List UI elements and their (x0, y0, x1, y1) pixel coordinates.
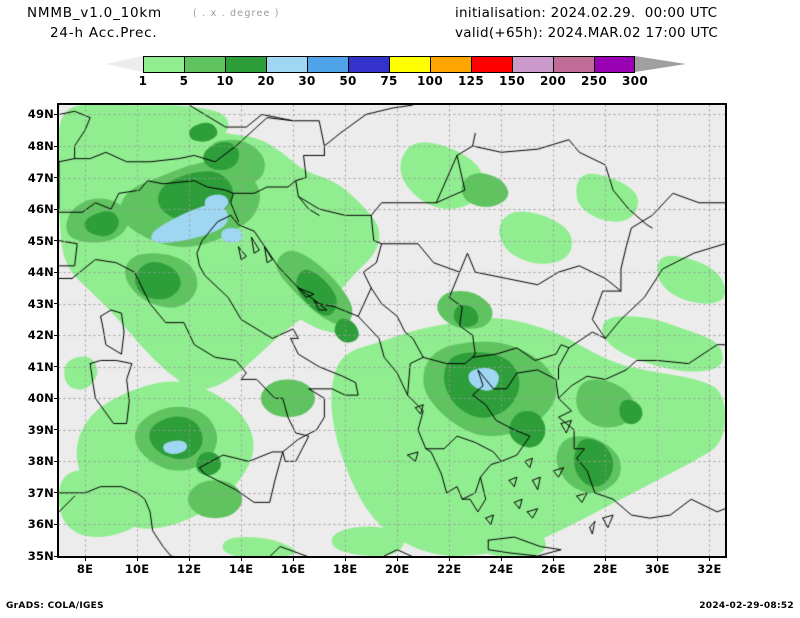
y-axis-tick-46N: 46N (27, 202, 54, 217)
colorbar-tick-1: 1 (138, 74, 148, 88)
y-axis-tickmark (54, 460, 59, 462)
colorbar-segment-6 (389, 56, 430, 73)
y-axis-tickmark (54, 208, 59, 210)
colorbar-segment-4 (307, 56, 348, 73)
colorbar-tick-10: 10 (216, 74, 234, 88)
y-axis-tick-42N: 42N (27, 328, 54, 343)
colorbar-tick-75: 75 (380, 74, 398, 88)
y-axis-tickmark (54, 113, 59, 115)
initialisation-label: initialisation: 2024.02.29. 00:00 UTC (455, 5, 718, 21)
x-axis-tickmark (500, 557, 502, 561)
x-axis-tickmark (344, 557, 346, 561)
y-axis-tick-40N: 40N (27, 391, 54, 406)
y-axis-tickmark (54, 366, 59, 368)
colorbar-tick-125: 125 (458, 74, 484, 88)
y-axis-tick-49N: 49N (27, 107, 54, 122)
colorbar-tick-200: 200 (540, 74, 566, 88)
y-axis-tick-41N: 41N (27, 359, 54, 374)
precipitation-field-canvas (59, 105, 725, 556)
model-units-label: ( . x . degree ) (193, 8, 280, 19)
y-axis-tickmark (54, 271, 59, 273)
x-axis-tick-8E: 8E (76, 562, 94, 576)
y-axis-tickmark (54, 334, 59, 336)
valid-time-label: valid(+65h): 2024.MAR.02 17:00 UTC (455, 25, 719, 41)
x-axis-tick-22E: 22E (437, 562, 462, 576)
colorbar-segment-1 (184, 56, 225, 73)
colorbar-segment-9 (512, 56, 553, 73)
x-axis-tickmark (84, 557, 86, 561)
x-axis-tick-10E: 10E (124, 562, 150, 576)
x-axis-tickmark (240, 557, 242, 561)
x-axis-tick-14E: 14E (228, 562, 254, 576)
colorbar-segment-5 (348, 56, 389, 73)
x-axis-tick-30E: 30E (645, 562, 670, 576)
colorbar-segment-7 (430, 56, 471, 73)
precipitation-colorbar: 1 5 10 20 30 50 75 100 125 150 200 250 300 (105, 56, 686, 88)
y-axis-tick-36N: 36N (27, 517, 54, 532)
x-axis-tickmark (708, 557, 710, 561)
y-axis-tick-44N: 44N (27, 265, 54, 280)
colorbar-segment-0 (143, 56, 184, 73)
colorbar-segment-11 (594, 56, 635, 73)
y-axis-tickmark (54, 145, 59, 147)
colorbar-tick-100: 100 (417, 74, 443, 88)
x-axis-tick-16E: 16E (280, 562, 306, 576)
y-axis-tick-37N: 37N (27, 485, 54, 500)
colorbar-segment-10 (553, 56, 594, 73)
x-axis-tick-24E: 24E (489, 562, 514, 576)
x-axis-tick-32E: 32E (697, 562, 722, 576)
y-axis-tick-48N: 48N (27, 139, 54, 153)
colorbar-over-arrow-icon (635, 56, 686, 72)
map-plot-frame (57, 103, 727, 558)
colorbar-tick-250: 250 (581, 74, 607, 88)
field-name-label: 24-h Acc.Prec. (50, 25, 158, 41)
y-axis-tick-35N: 35N (27, 549, 54, 563)
y-axis-tick-47N: 47N (27, 170, 54, 185)
y-axis-tickmark (54, 492, 59, 494)
colorbar-tick-20: 20 (257, 74, 275, 88)
colorbar-under-arrow-icon (105, 56, 143, 72)
x-axis-tickmark (136, 557, 138, 561)
y-axis-tickmark (54, 523, 59, 525)
colorbar-tick-30: 30 (298, 74, 316, 88)
y-axis-tickmark (54, 240, 59, 242)
model-name-label: NMMB_v1.0_10km (27, 5, 162, 21)
x-axis-tick-20E: 20E (384, 562, 410, 576)
x-axis-tickmark (188, 557, 190, 561)
x-axis-tickmark (292, 557, 294, 561)
y-axis-tickmark (54, 429, 59, 431)
colorbar-tick-150: 150 (499, 74, 525, 88)
colorbar-tick-300: 300 (622, 74, 648, 88)
y-axis-tick-45N: 45N (27, 233, 54, 248)
y-axis-tickmark (54, 555, 59, 557)
y-axis-tickmark (54, 177, 59, 179)
x-axis-tick-18E: 18E (332, 562, 358, 576)
y-axis-tick-39N: 39N (27, 422, 54, 437)
x-axis-tickmark (656, 557, 658, 561)
y-axis-tick-38N: 38N (27, 454, 54, 469)
colorbar-segment-2 (225, 56, 266, 73)
x-axis-tickmark (604, 557, 606, 561)
footer-timestamp-label: 2024-02-29-08:52 (699, 601, 794, 611)
x-axis-tickmark (396, 557, 398, 561)
colorbar-segment-8 (471, 56, 512, 73)
colorbar-tick-50: 50 (339, 74, 357, 88)
x-axis-tickmark (448, 557, 450, 561)
y-axis-tick-43N: 43N (27, 296, 54, 311)
colorbar-segments (143, 56, 635, 73)
colorbar-segment-3 (266, 56, 307, 73)
colorbar-tick-5: 5 (179, 74, 189, 88)
x-axis-tickmark (552, 557, 554, 561)
x-axis-tick-28E: 28E (593, 562, 618, 576)
y-axis-tickmark (54, 303, 59, 305)
x-axis-tick-26E: 26E (541, 562, 566, 576)
x-axis-tick-12E: 12E (176, 562, 202, 576)
y-axis-tickmark (54, 397, 59, 399)
footer-source-label: GrADS: COLA/IGES (6, 601, 104, 611)
